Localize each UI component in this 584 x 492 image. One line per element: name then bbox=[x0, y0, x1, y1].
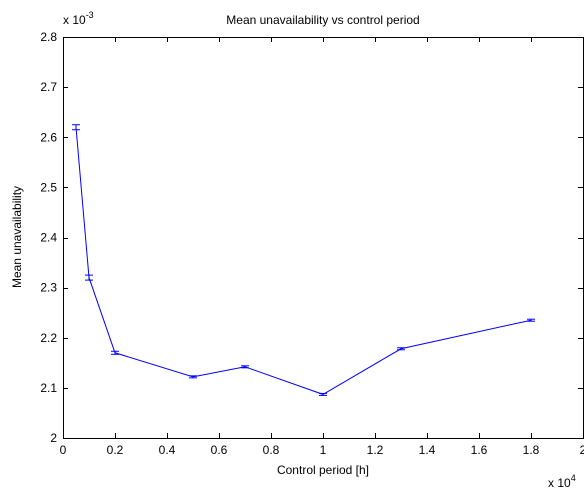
x-tick-label: 2 bbox=[580, 443, 584, 457]
x-tick-label: 1.4 bbox=[419, 443, 436, 457]
x-multiplier-base: x 10 bbox=[548, 476, 571, 490]
x-tick-label: 1.2 bbox=[367, 443, 384, 457]
error-bar bbox=[189, 375, 197, 379]
error-bar bbox=[85, 274, 93, 281]
x-axis-multiplier: x 104 bbox=[548, 473, 576, 490]
error-bar bbox=[527, 318, 535, 322]
x-tick-label: 1.6 bbox=[471, 443, 488, 457]
y-tick-label: 2.3 bbox=[40, 281, 57, 295]
y-tick-label: 2.1 bbox=[40, 381, 57, 395]
y-tick-label: 2.6 bbox=[40, 130, 57, 144]
x-tick-label: 1.8 bbox=[523, 443, 540, 457]
y-multiplier-base: x 10 bbox=[63, 13, 86, 27]
error-bar bbox=[111, 350, 119, 355]
error-bar bbox=[397, 347, 405, 351]
x-tick-label: 1 bbox=[320, 443, 327, 457]
y-tick-label: 2.4 bbox=[40, 231, 57, 245]
tick-layer: 0 0.2 0.4 0.6 0.8 1 1.2 1.4 1.6 1.8 2 2 2.1 2.2 2.3 2.4… bbox=[40, 30, 584, 457]
y-axis-multiplier: x 10-3 bbox=[63, 10, 94, 27]
x-tick-label: 0 bbox=[60, 443, 67, 457]
x-tick-label: 0.8 bbox=[263, 443, 280, 457]
error-bar bbox=[72, 124, 80, 131]
error-bar bbox=[319, 392, 327, 396]
series-line bbox=[75, 127, 532, 395]
y-tick-label: 2.7 bbox=[40, 80, 57, 94]
y-tick-label: 2.2 bbox=[40, 331, 57, 345]
x-axis-label: Control period [h] bbox=[277, 463, 369, 477]
y-tick-label: 2 bbox=[50, 431, 57, 445]
y-axis-label: Mean unavailability bbox=[10, 186, 24, 288]
x-tick-label: 0.4 bbox=[159, 443, 176, 457]
x-tick-label: 0.6 bbox=[211, 443, 228, 457]
y-tick-label: 2.8 bbox=[40, 30, 57, 44]
series-layer bbox=[72, 124, 535, 396]
chart-title: Mean unavailability vs control period bbox=[226, 13, 419, 27]
y-multiplier-exponent: -3 bbox=[86, 10, 94, 20]
error-bar bbox=[241, 365, 249, 369]
plot-area bbox=[63, 37, 583, 438]
x-multiplier-exponent: 4 bbox=[571, 473, 576, 483]
y-tick-label: 2.5 bbox=[40, 180, 57, 194]
x-tick-label: 0.2 bbox=[107, 443, 124, 457]
